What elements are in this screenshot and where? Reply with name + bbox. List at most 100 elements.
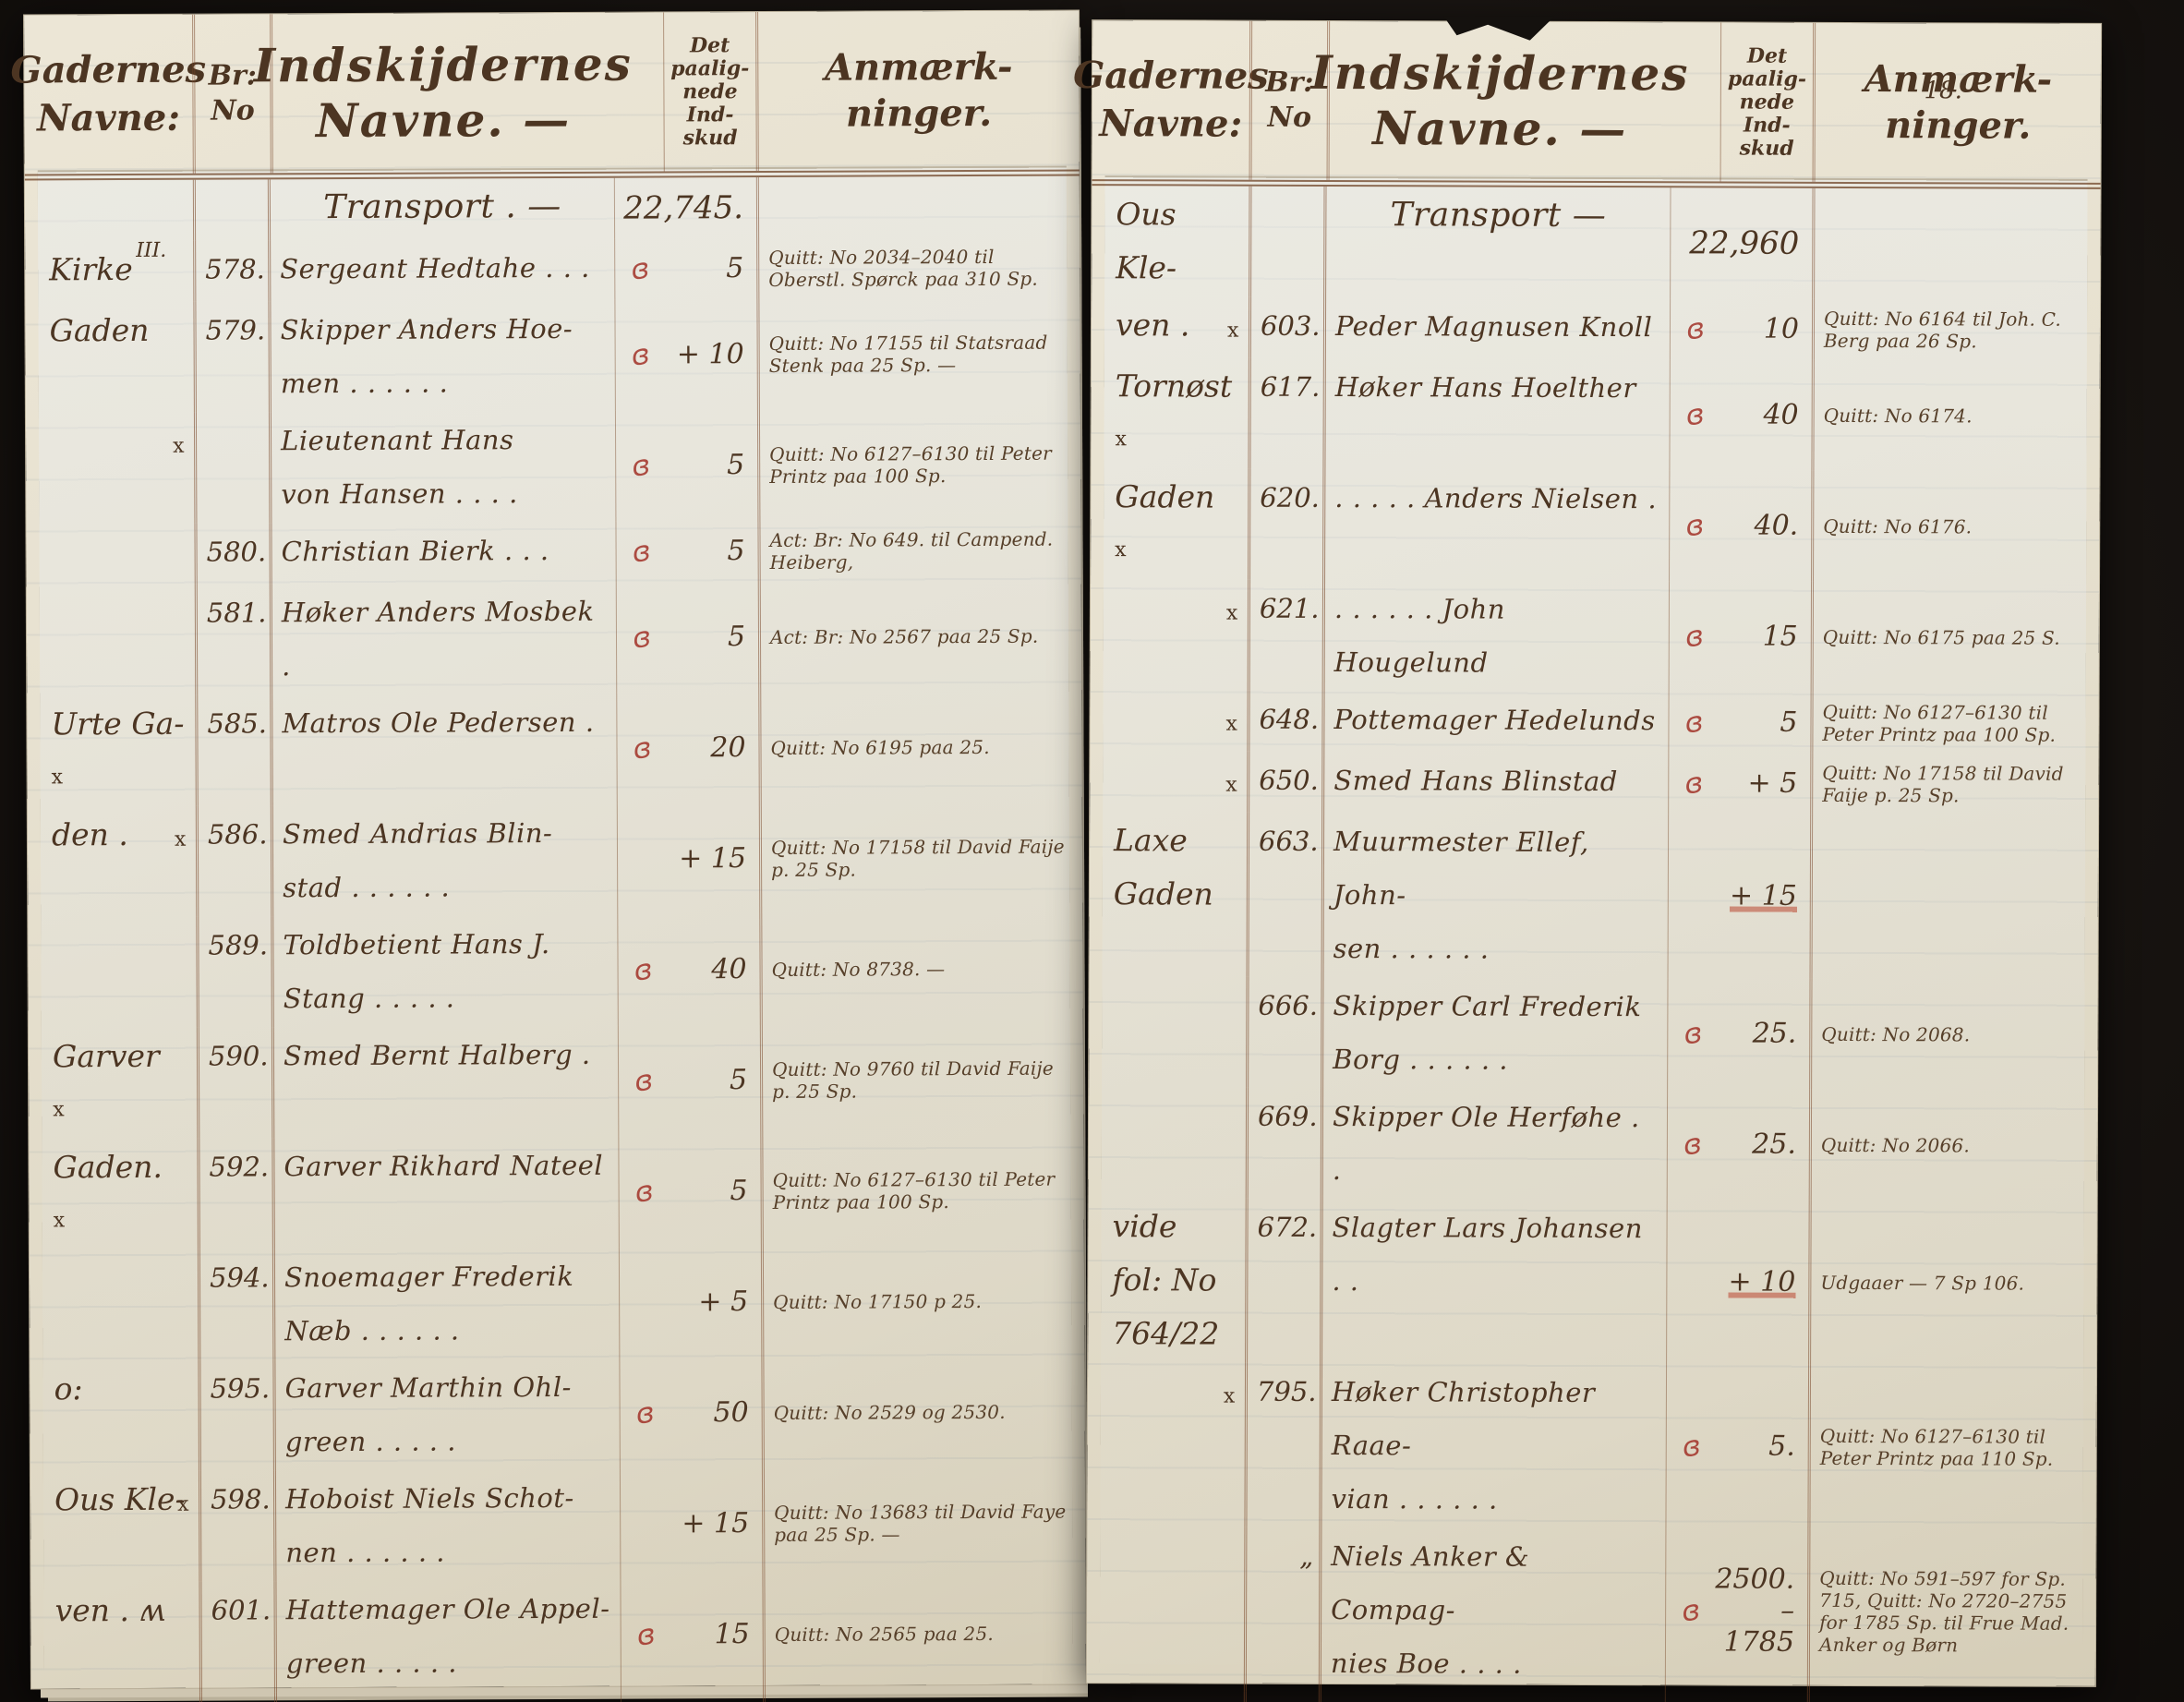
ledger-row: „ Niels Anker & Compag- nies Boe . . . . ɞ…: [1087, 1527, 2096, 1695]
house-number-cell: 579.: [193, 301, 271, 413]
ledger-rows-right: Ous Kle- Transport — 22,960 ven . x 603. Peder…: [1085, 186, 2101, 1702]
contributor-name-cell: Afgangne Cancellieraad Riis og Frues Ste…: [1321, 1692, 1665, 1702]
ditto-mark-cell: ɞ: [614, 299, 665, 411]
ditto-mark-cell: ɞ: [615, 521, 666, 583]
house-number-cell: 666.: [1246, 976, 1324, 1088]
amount-value: 15: [1762, 620, 1798, 653]
street-cell: Gaden. x: [29, 1139, 198, 1250]
house-number-cell: 601.: [199, 1581, 277, 1693]
contributor-name-cell: Peder Magnusen Knoll: [1334, 310, 1653, 344]
house-number: 648.: [1259, 703, 1320, 735]
contributor-name-cell: Skipper Ole Herføhe . .: [1332, 1101, 1640, 1187]
ditto-mark-cell: ɞ: [1667, 978, 1718, 1090]
house-number-cell: 585.: [195, 694, 273, 806]
street-name: Laxe Gaden: [1113, 822, 1213, 912]
red-curl-mark: ɞ: [1683, 619, 1706, 655]
street-cell: Ous Kle-: [1092, 186, 1249, 297]
ledger-page-left: Gadernes Navne: Br: No Indskijdernes Nav…: [10, 10, 1087, 1702]
street-section-mark: III.: [136, 238, 167, 262]
amount-value: 20: [710, 731, 746, 765]
amount-cell: 5: [665, 410, 758, 521]
house-number: 592.: [209, 1151, 270, 1183]
amount-value: 40: [1763, 398, 1799, 431]
ledger-row: 594. Snoemager Frederik Næb . . . . . . + …: [30, 1245, 1085, 1361]
amount-value: 5: [727, 535, 745, 568]
house-number-cell: 669.: [1245, 1087, 1324, 1199]
house-number: 795.: [1256, 1375, 1317, 1407]
remark-cell: Quitt: No 6127–6130 til Peter Printz paa…: [760, 1134, 1084, 1248]
ledger-row: Tornøst x 617. Høker Hans Hoelther ɞ 40 Quitt:…: [1091, 357, 2100, 472]
red-curl-mark: ɞ: [1681, 1127, 1704, 1163]
red-curl-mark: ɞ: [1683, 397, 1707, 433]
remark-cell: [755, 175, 1080, 239]
ditto-mark-cell: [616, 803, 668, 915]
ledger-row: o: 595. Garver Marthin Ohl- green . . . . …: [30, 1356, 1085, 1472]
house-number-cell: 617.: [1248, 357, 1326, 469]
amount-cell: 5: [665, 521, 757, 582]
remark-cell: Quitt: No 6127–6130 til Peter Printz paa…: [1807, 1364, 2097, 1530]
ditto-mark-cell: ɞ: [1669, 470, 1719, 582]
remark-cell: Quitt: No 6164 paa 25 Sp.: [762, 1688, 1087, 1702]
street-cell: [25, 180, 193, 242]
house-number-cell: x 598.: [177, 1470, 277, 1582]
street-name: den .: [51, 816, 128, 853]
amount-cell: 40: [667, 914, 760, 1025]
ledger-row: 580. Christian Bierk . . . ɞ 5 Act: Br: No 6…: [26, 519, 1081, 585]
street-name: vide fol: No 764/22: [1112, 1208, 1220, 1352]
house-number: 650.: [1259, 764, 1319, 796]
street-name: Ous Kle-: [54, 1480, 186, 1518]
header-remarks: Anmærk- ninger.: [755, 10, 1080, 172]
red-curl-mark: ɞ: [629, 534, 653, 570]
contributor-name-cell: Niels Anker & Compag- nies Boe . . . .: [1330, 1540, 1530, 1680]
street-name: ven .: [1115, 307, 1190, 344]
ledger-row: x 621. . . . . . . John Hougelund ɞ 15 Quitt:…: [1091, 579, 2100, 694]
x-mark: x: [1225, 773, 1237, 797]
contributor-name-cell: Toldbetient Hans J. Stang . . . . .: [283, 928, 550, 1015]
remark-cell: Quitt: No 13683 til David Faye paa 25 Sp…: [761, 1467, 1086, 1580]
street-cell: o:: [30, 1360, 199, 1472]
house-number-cell: 595.: [198, 1359, 276, 1471]
contributor-name-cell: Smed Hans Blinstad: [1333, 765, 1618, 798]
ditto-mark-cell: ɞ: [1668, 692, 1719, 754]
house-number: 663.: [1258, 825, 1319, 857]
amount-value: 50: [713, 1396, 749, 1430]
ditto-mark-cell: ɞ: [1668, 753, 1719, 815]
contributor-name-cell: Høker Hans Hoelther: [1334, 371, 1636, 404]
remark-cell: Quitt: No 6175 paa 25 S.: [1810, 581, 2100, 694]
house-number-cell: „: [1243, 1691, 1321, 1702]
ledger-row: ven . x 603. Peder Magnusen Knoll ɞ 10 Quitt: …: [1092, 296, 2101, 361]
ledger-row: Laxe Gaden 663. Muurmester Ellef, John- se…: [1090, 812, 2099, 980]
red-curl-mark: ɞ: [628, 337, 652, 373]
house-number: 620.: [1260, 481, 1320, 513]
street-cell: Gaden x: [1091, 468, 1248, 580]
contributor-name-cell: Hattemager Ole Appel- green . . . . .: [285, 1592, 610, 1680]
x-mark: x: [174, 827, 187, 851]
contributor-name-cell: Garver Marthin Ohl- green . . . . .: [284, 1370, 572, 1458]
contributor-name-cell: Snoemager Frederik Næb . . . . . .: [284, 1260, 574, 1347]
red-curl-mark: ɞ: [630, 620, 653, 656]
red-curl-mark: ɞ: [632, 1063, 655, 1099]
street-cell: [1090, 690, 1247, 752]
amount-value: 25.: [1752, 1017, 1797, 1050]
header-contribution: Det paalig- nede Ind- skud: [663, 12, 756, 172]
amount-cell: 50: [669, 1358, 762, 1468]
amount-value: + 5: [1747, 767, 1798, 800]
remark-cell: Quitt: No 6195 paa 25.: [758, 691, 1082, 804]
amount-cell: + 15: [667, 803, 760, 914]
amount-value: 5: [727, 621, 746, 654]
amount-cell: 40.: [1719, 470, 1811, 581]
x-mark: x: [177, 1492, 189, 1516]
remark-cell: Act: Br: No 2567 paa 25 Sp.: [757, 580, 1082, 694]
house-number-cell: 590.: [196, 1027, 275, 1139]
remark-cell: Udgaaer — 3 Sp 86.: [1806, 1693, 2095, 1702]
street-name: Tornøst: [1115, 368, 1233, 404]
remark-cell: Quitt: No 17155 til Statsraad Stenk paa …: [756, 297, 1080, 411]
contributor-name-cell: Sergeant Hedtahe . . .: [280, 251, 590, 285]
contributor-name-cell: Transport —: [1390, 196, 1607, 235]
remark-cell: [1809, 814, 2099, 980]
contributor-name-cell: Christian Bierk . . .: [281, 535, 549, 568]
amount-cell: 25.: [1717, 1089, 1809, 1200]
street-cell: Tornøst x: [1091, 357, 1248, 469]
street-cell: [1090, 751, 1247, 813]
